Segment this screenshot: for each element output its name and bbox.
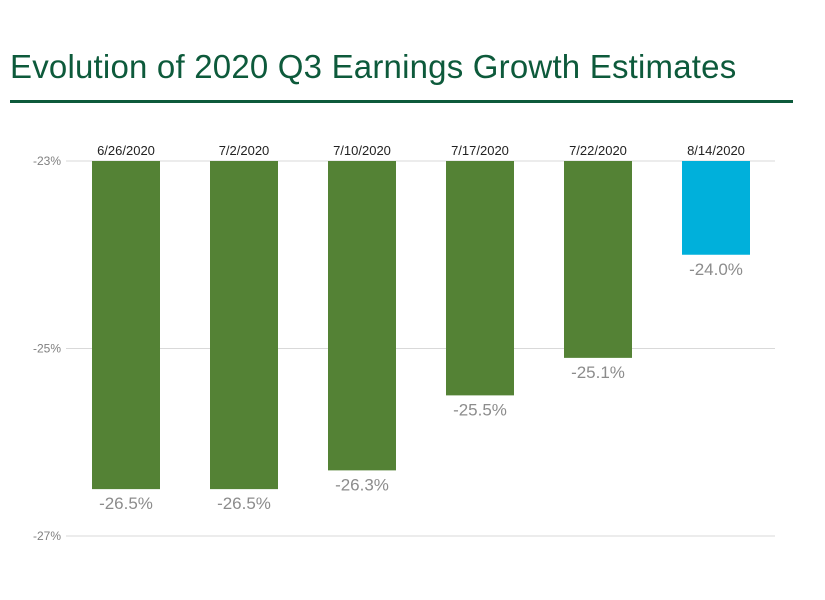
category-label: 8/14/2020 bbox=[687, 143, 745, 158]
data-label: -26.5% bbox=[217, 494, 271, 513]
y-tick-label: -27% bbox=[33, 529, 61, 543]
category-labels: 6/26/2020 7/2/2020 7/10/2020 7/17/2020 7/22/… bbox=[97, 143, 745, 158]
bar bbox=[564, 161, 632, 358]
data-label: -26.3% bbox=[335, 475, 389, 494]
y-axis-ticks: -23% -25% -27% bbox=[33, 154, 61, 543]
bar bbox=[328, 161, 396, 471]
data-label: -26.5% bbox=[99, 494, 153, 513]
bar bbox=[92, 161, 160, 490]
value-labels: -26.5% -26.5% -26.3% -25.5% -25.1% -24.0% bbox=[99, 260, 743, 513]
bar bbox=[682, 161, 750, 255]
y-tick-label: -25% bbox=[33, 342, 61, 356]
bar bbox=[210, 161, 278, 490]
title-underline bbox=[10, 100, 793, 103]
y-tick-label: -23% bbox=[33, 154, 61, 168]
category-label: 7/2/2020 bbox=[219, 143, 270, 158]
category-label: 6/26/2020 bbox=[97, 143, 155, 158]
gridlines bbox=[66, 160, 775, 537]
category-label: 7/17/2020 bbox=[451, 143, 509, 158]
data-label: -25.1% bbox=[571, 363, 625, 382]
category-label: 7/10/2020 bbox=[333, 143, 391, 158]
bar bbox=[446, 161, 514, 396]
data-label: -24.0% bbox=[689, 260, 743, 279]
bars bbox=[92, 161, 750, 490]
data-label: -25.5% bbox=[453, 400, 507, 419]
category-label: 7/22/2020 bbox=[569, 143, 627, 158]
chart-title: Evolution of 2020 Q3 Earnings Growth Est… bbox=[10, 48, 737, 85]
